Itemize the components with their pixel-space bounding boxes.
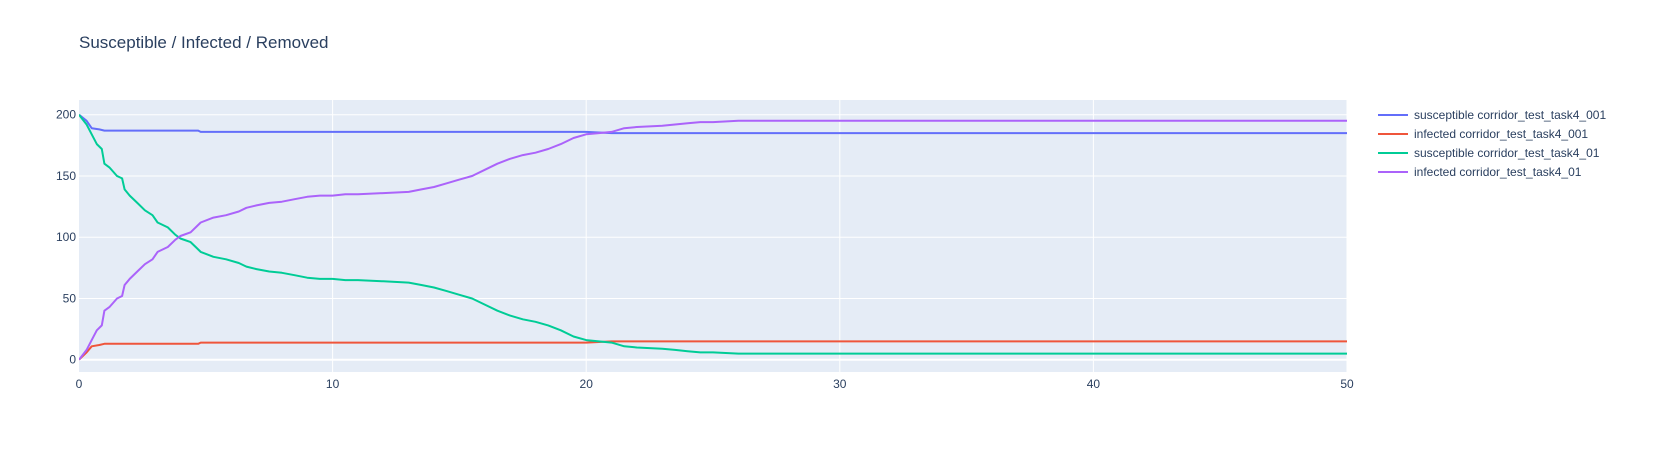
x-tick-label: 0 [76, 377, 83, 391]
y-tick-label: 100 [56, 230, 76, 244]
series-lines [79, 113, 1347, 361]
axis-ticks: 0 10 20 30 40 50 0 50 100 150 200 [56, 108, 1354, 391]
legend-item[interactable]: susceptible corridor_test_task4_001 [1378, 108, 1606, 122]
plot-area [79, 100, 1347, 372]
grid-lines [79, 100, 1348, 372]
y-tick-label: 200 [56, 108, 76, 122]
chart-title: Susceptible / Infected / Removed [79, 33, 328, 52]
legend-item[interactable]: infected corridor_test_task4_001 [1378, 127, 1588, 141]
x-tick-label: 50 [1340, 377, 1354, 391]
series-line-2 [79, 114, 1347, 355]
legend-item[interactable]: infected corridor_test_task4_01 [1378, 165, 1582, 179]
x-tick-label: 20 [580, 377, 594, 391]
x-tick-label: 30 [833, 377, 847, 391]
series-line-1 [79, 340, 1347, 361]
legend-label: susceptible corridor_test_task4_001 [1414, 108, 1606, 122]
x-tick-label: 40 [1087, 377, 1101, 391]
x-tick-label: 10 [326, 377, 340, 391]
legend-label: susceptible corridor_test_task4_01 [1414, 146, 1600, 160]
y-tick-label: 0 [69, 353, 76, 367]
legend-label: infected corridor_test_task4_01 [1414, 165, 1582, 179]
legend[interactable]: susceptible corridor_test_task4_001infec… [1378, 108, 1606, 179]
legend-label: infected corridor_test_task4_001 [1414, 127, 1588, 141]
legend-item[interactable]: susceptible corridor_test_task4_01 [1378, 146, 1600, 160]
y-tick-label: 150 [56, 169, 76, 183]
series-line-3 [79, 119, 1347, 361]
series-line-0 [79, 113, 1347, 135]
y-tick-label: 50 [63, 291, 77, 305]
